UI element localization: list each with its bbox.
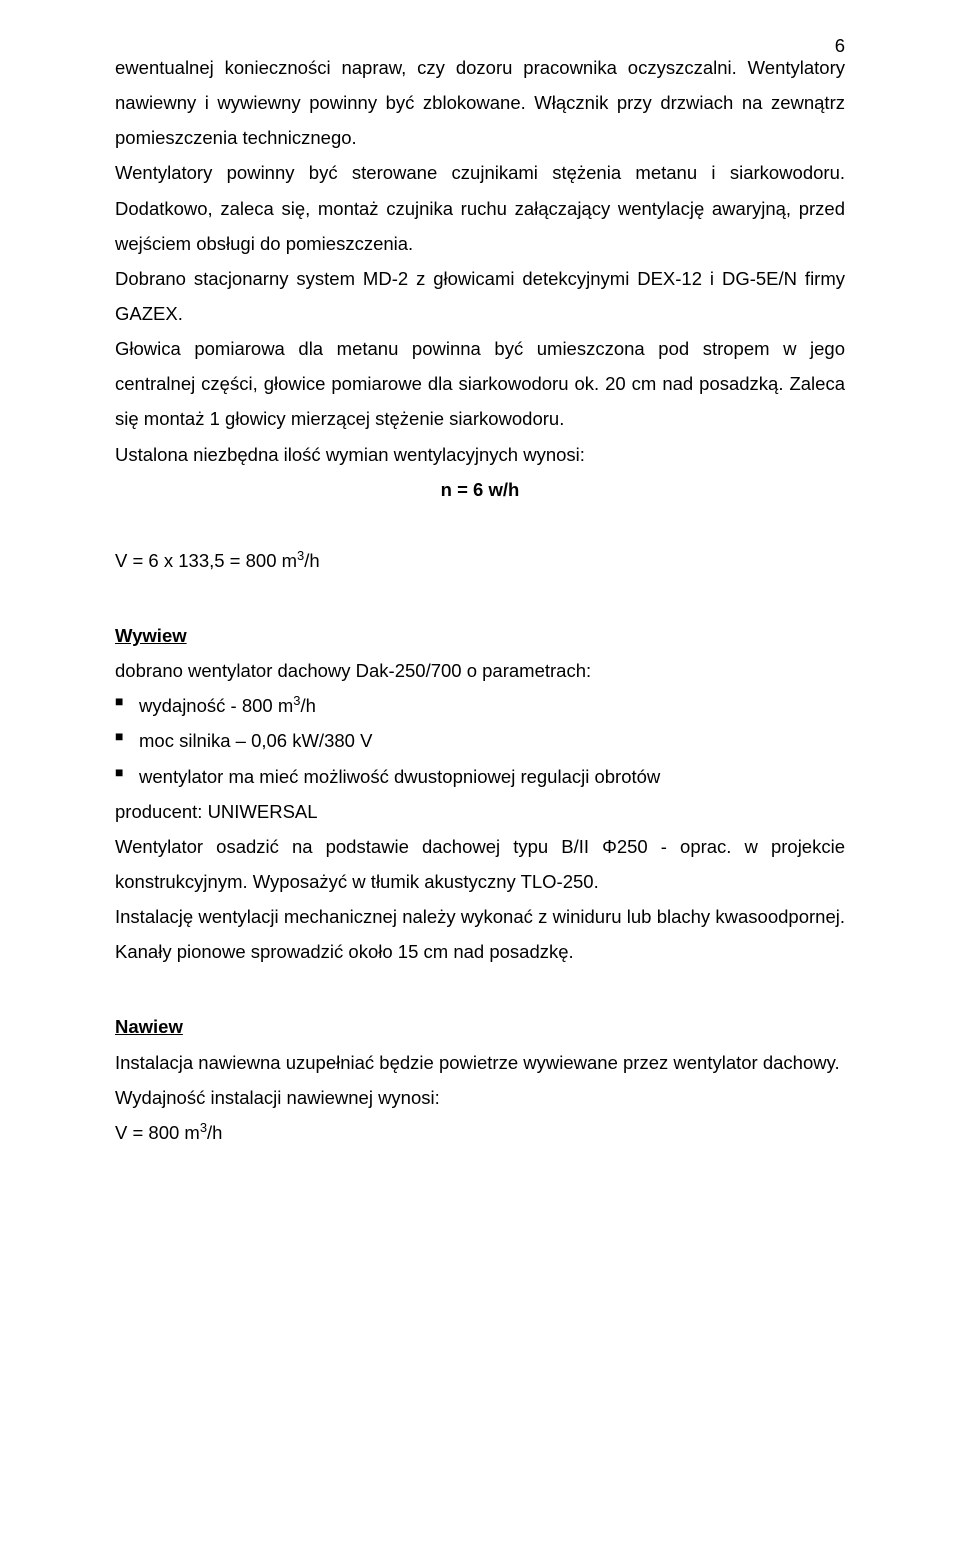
formula-text: V = 800 m [115,1122,200,1143]
paragraph: Instalację wentylacji mechanicznej należ… [115,899,845,969]
list-text: wydajność - 800 m [139,695,293,716]
list-item: moc silnika – 0,06 kW/380 V [115,723,845,758]
document-page: 6 ewentualnej konieczności napraw, czy d… [0,0,960,1551]
spacer [115,969,845,1005]
formula-n: n = 6 w/h [115,472,845,507]
paragraph: Wentylator osadzić na podstawie dachowej… [115,829,845,899]
paragraph: Głowica pomiarowa dla metanu powinna być… [115,331,845,436]
list-item: wydajność - 800 m3/h [115,688,845,723]
paragraph: Wydajność instalacji nawiewnej wynosi: [115,1080,845,1115]
spacer [115,507,845,543]
page-number: 6 [835,28,845,63]
formula-text: /h [304,550,319,571]
section-heading-nawiew: Nawiew [115,1009,845,1044]
paragraph: dobrano wentylator dachowy Dak-250/700 o… [115,653,845,688]
superscript: 3 [200,1120,207,1135]
list-item: wentylator ma mieć możliwość dwustopniow… [115,759,845,794]
spacer [115,578,845,614]
paragraph: Dobrano stacjonarny system MD-2 z głowic… [115,261,845,331]
formula-v: V = 6 x 133,5 = 800 m3/h [115,543,845,578]
list-text: /h [300,695,315,716]
paragraph: Instalacja nawiewna uzupełniać będzie po… [115,1045,845,1080]
formula-text: /h [207,1122,222,1143]
formula-text: V = 6 x 133,5 = 800 m [115,550,297,571]
paragraph: producent: UNIWERSAL [115,794,845,829]
formula-v2: V = 800 m3/h [115,1115,845,1150]
paragraph: Wentylatory powinny być sterowane czujni… [115,155,845,260]
paragraph: Ustalona niezbędna ilość wymian wentylac… [115,437,845,472]
paragraph: ewentualnej konieczności napraw, czy doz… [115,50,845,155]
bullet-list: wydajność - 800 m3/h moc silnika – 0,06 … [115,688,845,793]
section-heading-wywiew: Wywiew [115,618,845,653]
